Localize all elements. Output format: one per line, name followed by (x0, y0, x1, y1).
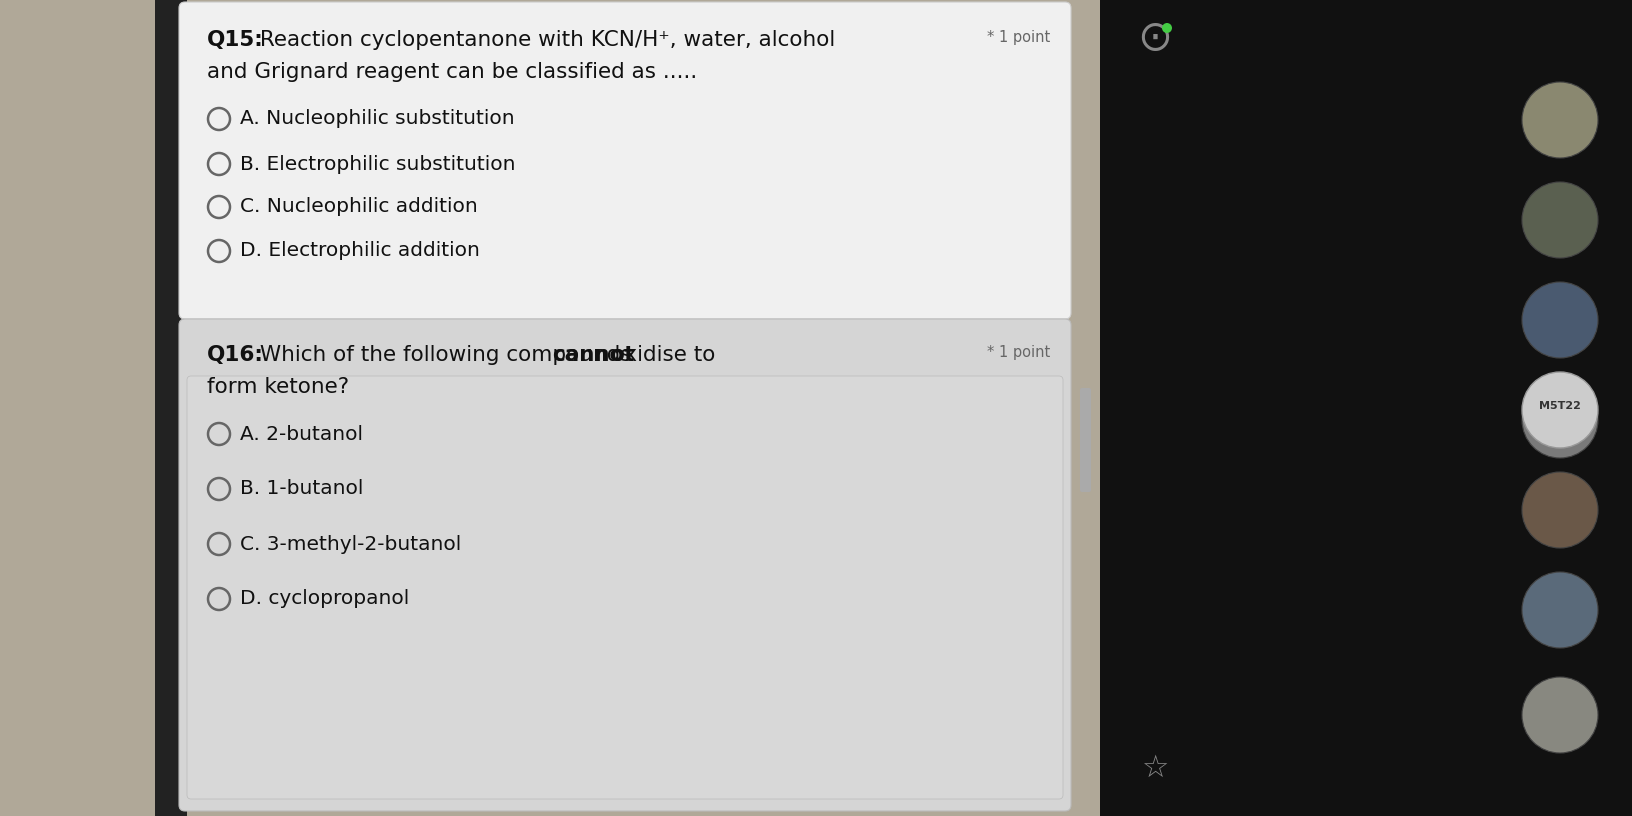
Text: D. cyclopropanol: D. cyclopropanol (240, 589, 410, 609)
Text: Q15:: Q15: (207, 30, 264, 50)
FancyBboxPatch shape (180, 319, 1071, 811)
Text: ⊙: ⊙ (1138, 17, 1172, 59)
Circle shape (1523, 372, 1598, 448)
Circle shape (1523, 382, 1598, 458)
Text: Q16:: Q16: (207, 345, 264, 365)
FancyBboxPatch shape (180, 2, 1071, 319)
Text: Which of the following compounds: Which of the following compounds (253, 345, 638, 365)
Text: cannot: cannot (552, 345, 635, 365)
Text: B. 1-butanol: B. 1-butanol (240, 480, 364, 499)
Text: ☆: ☆ (1141, 753, 1169, 783)
FancyBboxPatch shape (1080, 388, 1092, 492)
Text: D. Electrophilic addition: D. Electrophilic addition (240, 242, 480, 260)
Circle shape (1523, 572, 1598, 648)
Circle shape (1523, 282, 1598, 358)
Text: form ketone?: form ketone? (207, 377, 349, 397)
Text: * 1 point: * 1 point (987, 345, 1049, 360)
Circle shape (1523, 472, 1598, 548)
Text: C. Nucleophilic addition: C. Nucleophilic addition (240, 197, 478, 216)
Circle shape (1162, 23, 1172, 33)
Circle shape (1523, 182, 1598, 258)
FancyBboxPatch shape (188, 376, 1062, 799)
Text: A. 2-butanol: A. 2-butanol (240, 424, 362, 444)
Text: C. 3-methyl-2-butanol: C. 3-methyl-2-butanol (240, 534, 462, 553)
Text: M5T22: M5T22 (1539, 401, 1581, 411)
Text: Reaction cyclopentanone with KCN/H⁺, water, alcohol: Reaction cyclopentanone with KCN/H⁺, wat… (253, 30, 836, 50)
FancyBboxPatch shape (155, 0, 188, 816)
Circle shape (1523, 82, 1598, 158)
Text: oxidise to: oxidise to (605, 345, 715, 365)
Text: * 1 point: * 1 point (987, 30, 1049, 45)
Text: and Grignard reagent can be classified as .....: and Grignard reagent can be classified a… (207, 62, 697, 82)
Text: B. Electrophilic substitution: B. Electrophilic substitution (240, 154, 516, 174)
Text: A. Nucleophilic substitution: A. Nucleophilic substitution (240, 109, 514, 128)
FancyBboxPatch shape (1100, 0, 1632, 816)
Circle shape (1523, 677, 1598, 753)
